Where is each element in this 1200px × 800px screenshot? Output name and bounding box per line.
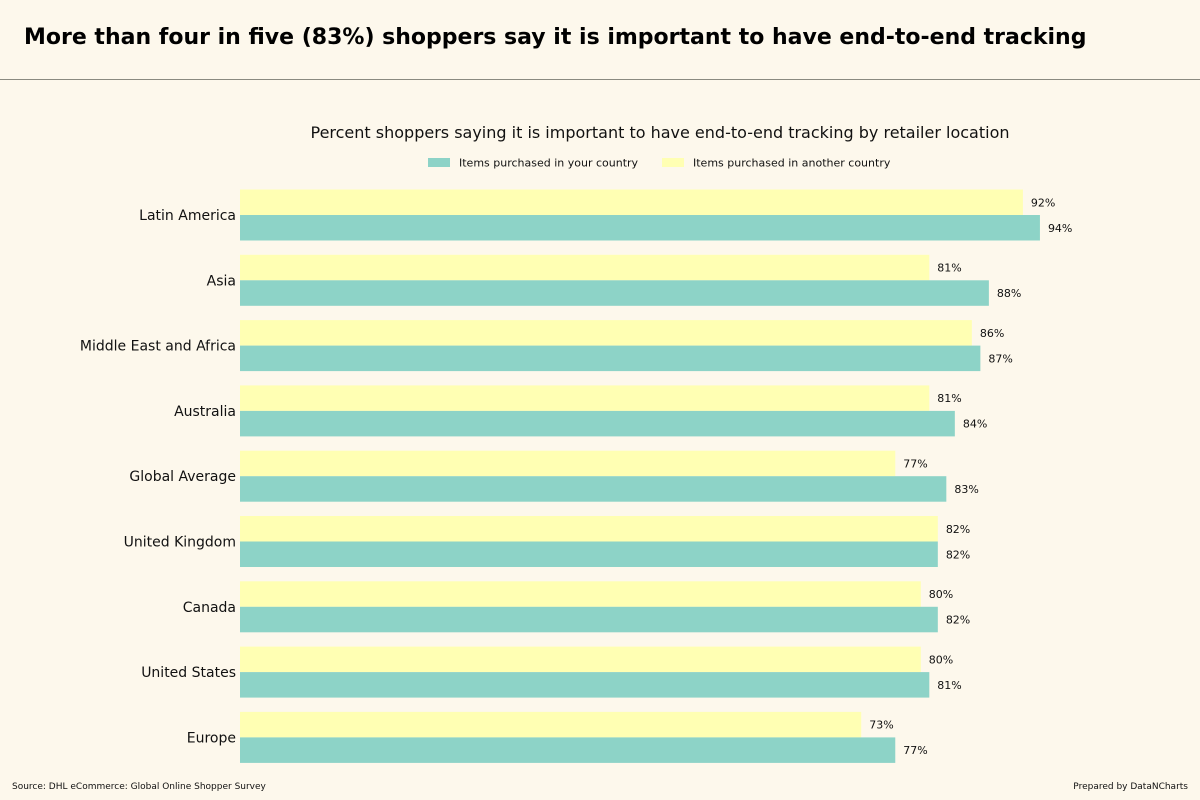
bar-another-country-europe [240,711,862,738]
data-label-your-country-australia: 84% [963,418,987,431]
bar-your-country-middle-east-and-africa [240,345,981,372]
bar-another-country-asia [240,254,930,281]
credit-note: Prepared by DataNCharts [1073,782,1188,792]
bar-your-country-europe [240,737,896,763]
bar-chart: Percent shoppers saying it is important … [80,123,1072,763]
data-label-your-country-united-states: 81% [937,679,961,692]
bar-another-country-united-kingdom [240,516,938,542]
bar-your-country-global-average [240,476,947,502]
bar-another-country-united-states [240,646,921,673]
chart-legend: Items purchased in your country Items pur… [428,157,891,170]
data-label-another-country-united-kingdom: 82% [946,523,970,536]
page-headline: More than four in five (83%) shoppers sa… [24,25,1087,50]
data-label-your-country-latin-america: 94% [1048,222,1072,235]
legend-label-your-country: Items purchased in your country [459,157,639,170]
data-label-your-country-united-kingdom: 82% [946,548,970,561]
data-label-another-country-asia: 81% [937,262,961,275]
data-label-your-country-europe: 77% [903,744,927,757]
bar-your-country-latin-america [240,215,1040,241]
data-label-your-country-canada: 82% [946,614,970,627]
legend-label-another-country: Items purchased in another country [693,157,891,170]
data-label-another-country-global-average: 77% [903,457,927,470]
bar-another-country-middle-east-and-africa [240,320,972,346]
category-label-latin-america: Latin America [139,208,236,224]
bar-another-country-canada [240,581,921,607]
data-label-another-country-latin-america: 92% [1031,196,1055,209]
category-label-europe: Europe [187,730,236,746]
bar-your-country-united-states [240,672,930,698]
category-label-global-average: Global Average [129,469,236,485]
category-label-united-kingdom: United Kingdom [124,535,236,551]
chart-title: Percent shoppers saying it is important … [310,123,1009,142]
source-note: Source: DHL eCommerce: Global Online Sho… [12,782,266,792]
legend-swatch-your-country [428,158,450,167]
bar-another-country-global-average [240,450,896,477]
header-divider [0,79,1200,80]
data-label-your-country-middle-east-and-africa: 87% [988,352,1012,365]
category-label-middle-east-and-africa: Middle East and Africa [80,339,236,355]
bar-your-country-united-kingdom [240,541,938,567]
data-label-another-country-middle-east-and-africa: 86% [980,327,1004,340]
data-label-another-country-united-states: 80% [929,653,953,666]
data-label-another-country-europe: 73% [869,719,893,732]
plot-area: 92% 94% Latin America 81% 88% Asia 86% 87% Middl… [80,189,1072,763]
category-label-australia: Australia [174,404,236,420]
category-label-united-states: United States [141,665,236,681]
bar-your-country-canada [240,606,938,633]
bar-another-country-australia [240,385,930,411]
bar-another-country-latin-america [240,189,1023,215]
data-label-another-country-australia: 81% [937,392,961,405]
data-label-another-country-canada: 80% [929,588,953,601]
data-label-your-country-global-average: 83% [954,483,978,496]
category-label-asia: Asia [207,273,236,289]
bar-your-country-australia [240,410,955,437]
category-label-canada: Canada [183,600,236,616]
bar-your-country-asia [240,280,989,306]
legend-swatch-another-country [662,158,684,167]
data-label-your-country-asia: 88% [997,287,1021,300]
